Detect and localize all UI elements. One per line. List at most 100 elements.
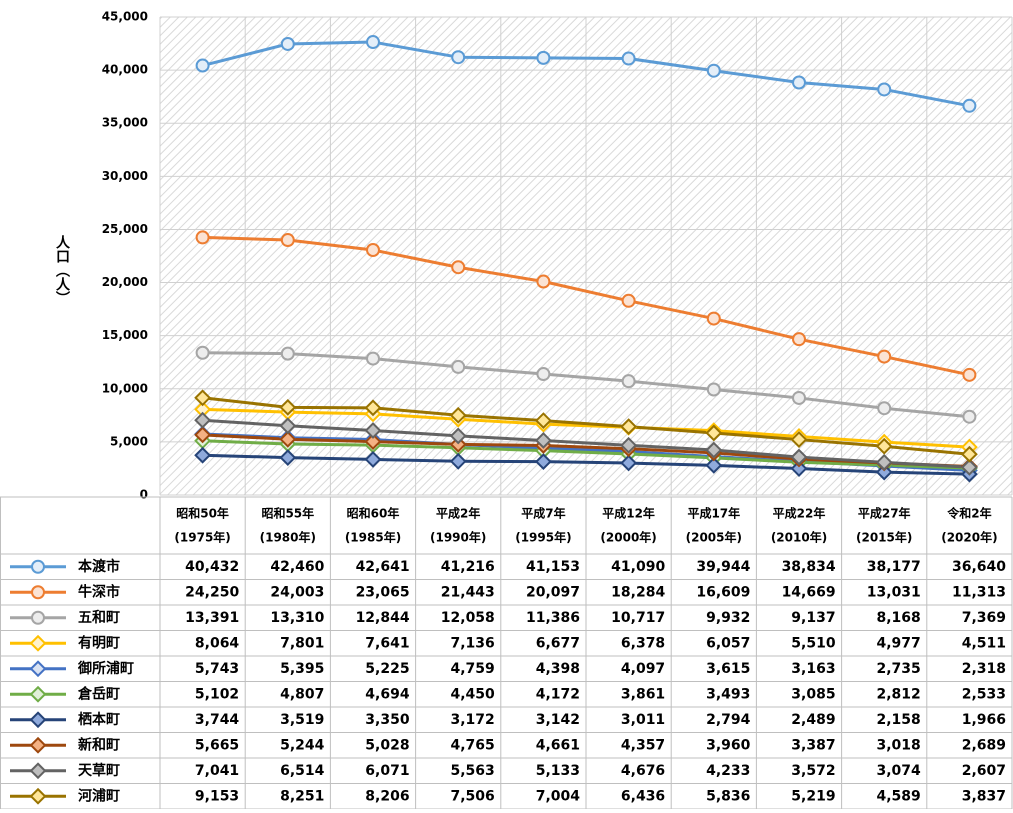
table-value: 6,378 xyxy=(621,635,665,651)
marker xyxy=(536,367,551,382)
table-value: 3,172 xyxy=(451,712,495,728)
marker xyxy=(621,293,636,308)
x-tick-label: 平成27年 xyxy=(858,506,911,521)
table-value: 2,533 xyxy=(962,686,1006,702)
marker xyxy=(877,349,892,364)
marker xyxy=(279,398,297,416)
table-value: 2,318 xyxy=(962,661,1006,677)
table-value: 9,932 xyxy=(706,610,750,626)
marker xyxy=(790,460,808,477)
x-tick-label: 平成12年 xyxy=(602,506,655,521)
marker xyxy=(536,50,551,65)
marker xyxy=(875,453,893,471)
y-tick-label: 40,000 xyxy=(102,63,148,77)
marker xyxy=(364,433,382,451)
marker xyxy=(706,382,721,397)
table-value: 7,641 xyxy=(365,635,409,651)
legend-marker xyxy=(29,660,47,678)
legend-label: 五和町 xyxy=(78,610,120,626)
x-tick-sublabel: (1995年) xyxy=(515,530,571,545)
x-tick-label: 平成2年 xyxy=(436,506,480,521)
table-value: 4,450 xyxy=(451,686,496,702)
table-value: 6,057 xyxy=(706,635,750,651)
table-value: 24,003 xyxy=(270,584,324,600)
table-value: 14,669 xyxy=(782,584,836,600)
marker xyxy=(451,260,466,275)
table-value: 4,233 xyxy=(706,763,750,779)
y-tick-label: 30,000 xyxy=(102,169,148,183)
table-value: 18,284 xyxy=(611,584,665,600)
marker xyxy=(279,417,297,435)
y-tick-label: 35,000 xyxy=(102,116,148,130)
marker xyxy=(962,367,977,382)
table-value: 20,097 xyxy=(526,584,580,600)
marker xyxy=(706,63,721,78)
marker xyxy=(194,389,212,407)
marker xyxy=(621,374,636,389)
table-value: 2,812 xyxy=(877,686,921,702)
y-axis-label: 人口（人） xyxy=(54,234,71,305)
table-value: 3,142 xyxy=(536,712,580,728)
table-value: 5,510 xyxy=(791,635,836,651)
table-value: 7,369 xyxy=(962,610,1006,626)
table-value: 41,153 xyxy=(526,559,580,575)
table-value: 5,028 xyxy=(365,737,409,753)
table-value: 6,677 xyxy=(536,635,580,651)
table-value: 4,589 xyxy=(877,788,921,804)
legend-marker xyxy=(29,787,47,805)
table-value: 7,004 xyxy=(536,788,581,804)
x-tick-sublabel: (2000年) xyxy=(600,530,656,545)
x-tick-label: 令和2年 xyxy=(946,506,991,521)
marker xyxy=(364,399,382,417)
table-value: 5,102 xyxy=(195,686,239,702)
table-value: 3,074 xyxy=(877,763,922,779)
legend-marker xyxy=(31,559,45,574)
y-tick-label: 25,000 xyxy=(102,222,148,236)
y-tick-label: 10,000 xyxy=(102,381,148,395)
table-value: 12,844 xyxy=(356,610,410,626)
marker xyxy=(449,406,467,424)
table-value: 42,641 xyxy=(356,559,410,575)
table-value: 39,944 xyxy=(696,559,750,575)
marker xyxy=(875,463,893,481)
table-value: 8,206 xyxy=(365,788,409,804)
table-value: 13,391 xyxy=(185,610,239,626)
table-value: 2,794 xyxy=(706,712,751,728)
legend-marker xyxy=(29,711,47,729)
table-value: 38,834 xyxy=(782,559,836,575)
marker xyxy=(620,436,638,454)
marker xyxy=(451,359,466,374)
table-value: 5,743 xyxy=(195,661,239,677)
legend-label: 牛深市 xyxy=(78,583,120,600)
x-tick-label: 昭和50年 xyxy=(176,506,229,521)
table-value: 5,836 xyxy=(706,788,750,804)
table-value: 13,031 xyxy=(867,584,921,600)
marker xyxy=(366,242,380,257)
legend-label: 栖本町 xyxy=(78,711,120,728)
table-value: 13,310 xyxy=(270,610,324,626)
marker xyxy=(960,458,978,476)
table-value: 4,172 xyxy=(536,686,580,702)
marker xyxy=(194,446,212,464)
table-value: 4,398 xyxy=(536,661,580,677)
marker xyxy=(280,36,295,51)
marker xyxy=(195,230,210,245)
series-line xyxy=(202,40,970,108)
table-value: 5,665 xyxy=(195,737,239,753)
y-tick-label: 15,000 xyxy=(102,328,148,342)
marker xyxy=(534,453,552,471)
table-value: 9,153 xyxy=(195,788,239,804)
table-value: 5,244 xyxy=(280,737,325,753)
table-value: 8,251 xyxy=(280,788,324,804)
table-value: 3,744 xyxy=(195,712,240,728)
table-value: 6,071 xyxy=(365,763,409,779)
marker xyxy=(960,445,978,463)
x-tick-sublabel: (2005年) xyxy=(686,530,742,545)
x-tick-label: 平成22年 xyxy=(773,506,826,521)
table-value: 2,735 xyxy=(877,661,921,677)
legend-label: 倉岳町 xyxy=(77,685,120,702)
y-tick-label: 5,000 xyxy=(110,434,148,448)
table-value: 36,640 xyxy=(952,559,1006,575)
x-tick-sublabel: (2020年) xyxy=(941,530,997,545)
marker xyxy=(620,454,638,472)
